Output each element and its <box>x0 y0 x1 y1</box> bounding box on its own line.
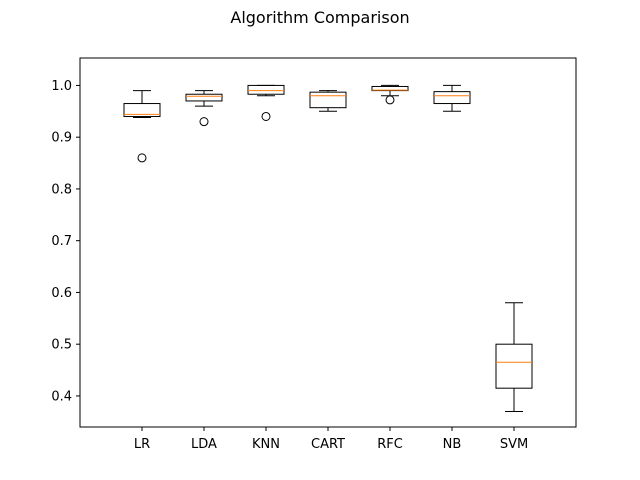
iqr-box-nb <box>433 91 471 105</box>
box-group-rfc <box>371 84 409 105</box>
plot-marks <box>123 84 533 412</box>
x-tick-label-svm: SVM <box>500 437 528 452</box>
y-tick-label: 0.5 <box>51 338 72 353</box>
y-axis: 0.4 0.5 0.6 0.7 0.8 0.9 1.0 <box>51 79 80 404</box>
iqr-box-cart <box>309 91 347 109</box>
x-axis: LR LDA KNN CART RFC NB SVM <box>134 427 528 452</box>
iqr-box-rfc <box>371 85 409 92</box>
y-tick-label: 0.9 <box>51 131 72 146</box>
iqr-box-knn <box>247 84 285 95</box>
outlier-rfc-0 <box>385 95 395 105</box>
x-tick-label-rfc: RFC <box>377 437 403 452</box>
y-tick-label: 0.6 <box>51 286 72 301</box>
chart-title: Algorithm Comparison <box>230 8 410 27</box>
y-tick-label: 0.8 <box>51 182 72 197</box>
axes-frame <box>79 57 577 428</box>
x-tick-label-knn: KNN <box>252 437 280 452</box>
outlier-knn-0 <box>261 111 271 121</box>
y-tick-label: 0.4 <box>51 389 72 404</box>
outlier-lr-0 <box>137 153 147 163</box>
y-tick-label: 0.7 <box>51 234 72 249</box>
x-tick-label-nb: NB <box>443 437 462 452</box>
box-group-lda <box>185 90 223 127</box>
box-group-cart <box>309 90 347 112</box>
box-group-svm <box>495 302 533 412</box>
iqr-box-lda <box>185 93 223 102</box>
outlier-lda-0 <box>199 117 209 127</box>
x-tick-label-cart: CART <box>311 437 345 452</box>
iqr-box-lr <box>123 103 161 117</box>
x-tick-label-lr: LR <box>134 437 150 452</box>
iqr-box-svm <box>495 343 533 389</box>
box-group-lr <box>123 90 161 163</box>
x-tick-label-lda: LDA <box>191 437 217 452</box>
y-tick-label: 1.0 <box>51 79 72 94</box>
box-group-nb <box>433 84 471 112</box>
box-group-knn <box>247 84 285 121</box>
